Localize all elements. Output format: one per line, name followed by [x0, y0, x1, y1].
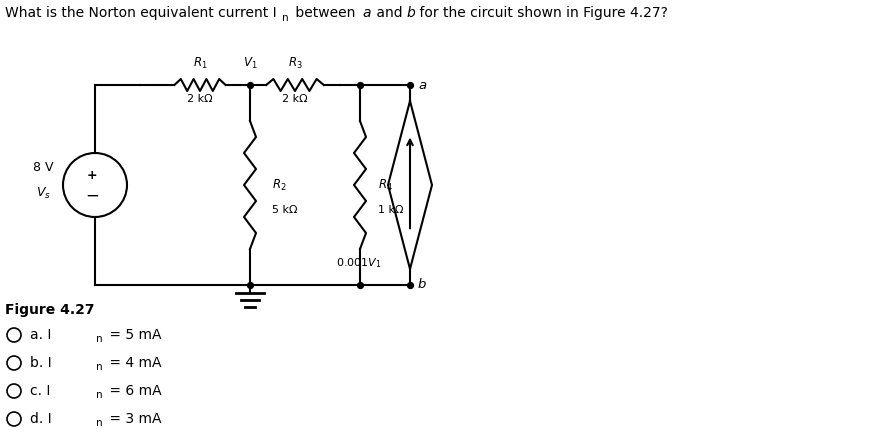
Text: b. I: b. I: [30, 356, 51, 370]
Text: d. I: d. I: [30, 412, 51, 426]
Text: n: n: [96, 390, 103, 400]
Text: b: b: [406, 6, 415, 20]
Text: 0.001$V_1$: 0.001$V_1$: [336, 256, 382, 270]
Text: a: a: [418, 78, 426, 92]
Text: +: +: [87, 168, 98, 182]
Text: 2 kΩ: 2 kΩ: [282, 94, 307, 104]
Text: b: b: [418, 279, 427, 291]
Point: [243, 281, 257, 288]
Text: n: n: [96, 362, 103, 372]
Text: n: n: [282, 13, 288, 23]
Text: 8 V: 8 V: [33, 160, 53, 174]
Text: $R_2$: $R_2$: [272, 178, 287, 193]
Text: $R_3$: $R_3$: [287, 55, 302, 70]
Text: and: and: [372, 6, 407, 20]
Point: [243, 82, 257, 89]
Text: 1 kΩ: 1 kΩ: [378, 205, 403, 215]
Text: = 5 mA: = 5 mA: [105, 328, 161, 342]
Text: n: n: [96, 418, 103, 428]
Text: for the circuit shown in Figure 4.27?: for the circuit shown in Figure 4.27?: [415, 6, 668, 20]
Text: Figure 4.27: Figure 4.27: [5, 303, 94, 317]
Text: What is the Norton equivalent current I: What is the Norton equivalent current I: [5, 6, 277, 20]
Text: = 6 mA: = 6 mA: [105, 384, 162, 398]
Text: a. I: a. I: [30, 328, 51, 342]
Text: a: a: [362, 6, 370, 20]
Point: [353, 281, 367, 288]
Text: c. I: c. I: [30, 384, 51, 398]
Point: [403, 281, 417, 288]
Text: $R_4$: $R_4$: [378, 178, 393, 193]
Text: $V_1$: $V_1$: [243, 55, 257, 70]
Point: [403, 82, 417, 89]
Text: $R_1$: $R_1$: [192, 55, 207, 70]
Text: −: −: [85, 187, 99, 205]
Point: [353, 82, 367, 89]
Text: between: between: [291, 6, 360, 20]
Text: n: n: [96, 334, 103, 344]
Text: = 3 mA: = 3 mA: [105, 412, 161, 426]
Text: $V_s$: $V_s$: [36, 186, 51, 201]
Text: 2 kΩ: 2 kΩ: [187, 94, 213, 104]
Text: 5 kΩ: 5 kΩ: [272, 205, 298, 215]
Text: = 4 mA: = 4 mA: [105, 356, 161, 370]
